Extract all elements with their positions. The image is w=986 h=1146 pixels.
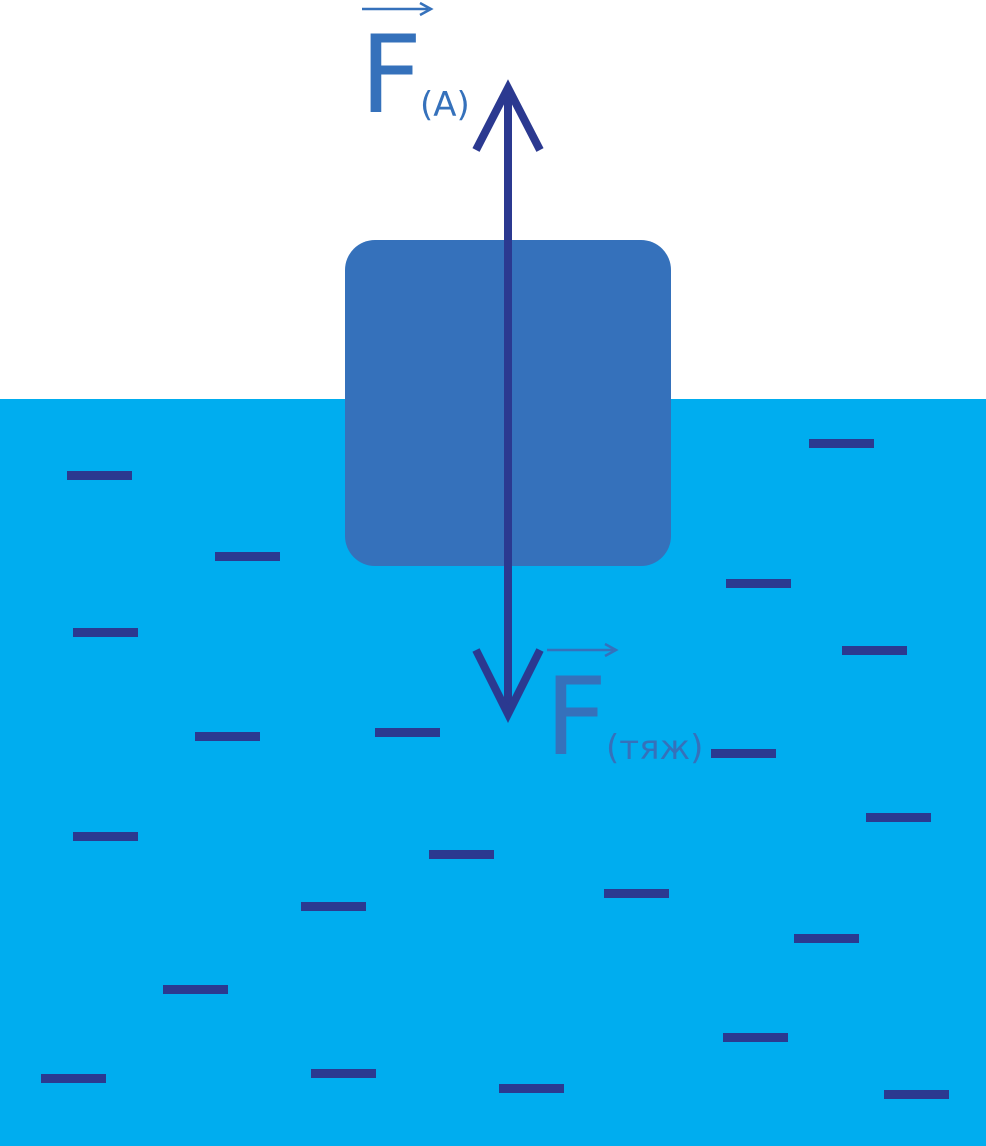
water-ripple bbox=[67, 471, 132, 480]
buoyant-force-subscript: (A) bbox=[420, 85, 470, 125]
water-ripple bbox=[866, 813, 931, 822]
water-ripple bbox=[375, 728, 440, 737]
gravity-force-subscript: (тяж) bbox=[606, 728, 703, 768]
water-ripple bbox=[41, 1074, 106, 1083]
water-ripple bbox=[842, 646, 907, 655]
water-ripple bbox=[215, 552, 280, 561]
water-ripple bbox=[73, 628, 138, 637]
water-ripple bbox=[723, 1033, 788, 1042]
water-ripple bbox=[726, 579, 791, 588]
water-ripple bbox=[301, 902, 366, 911]
gravity-force-arrowhead bbox=[472, 648, 544, 723]
gravity-force-label: F (тяж) bbox=[545, 642, 703, 780]
vector-arrowhead-icon bbox=[604, 642, 619, 658]
water-ripple bbox=[73, 832, 138, 841]
water-ripple bbox=[429, 850, 494, 859]
buoyant-force-symbol: F bbox=[360, 13, 422, 138]
water-ripple bbox=[195, 732, 260, 741]
buoyant-force-arrowhead bbox=[472, 79, 544, 152]
water-ripple bbox=[311, 1069, 376, 1078]
buoyant-force-label: F (A) bbox=[360, 1, 470, 138]
vector-arrowhead-icon bbox=[419, 1, 434, 17]
water-ripple bbox=[794, 934, 859, 943]
gravity-force-symbol: F bbox=[545, 655, 607, 780]
water-ripples bbox=[41, 439, 949, 1099]
water-ripple bbox=[711, 749, 776, 758]
water-ripple bbox=[809, 439, 874, 448]
water-ripple bbox=[604, 889, 669, 898]
water-ripple bbox=[163, 985, 228, 994]
water-ripple bbox=[499, 1084, 564, 1093]
water-ripple bbox=[884, 1090, 949, 1099]
